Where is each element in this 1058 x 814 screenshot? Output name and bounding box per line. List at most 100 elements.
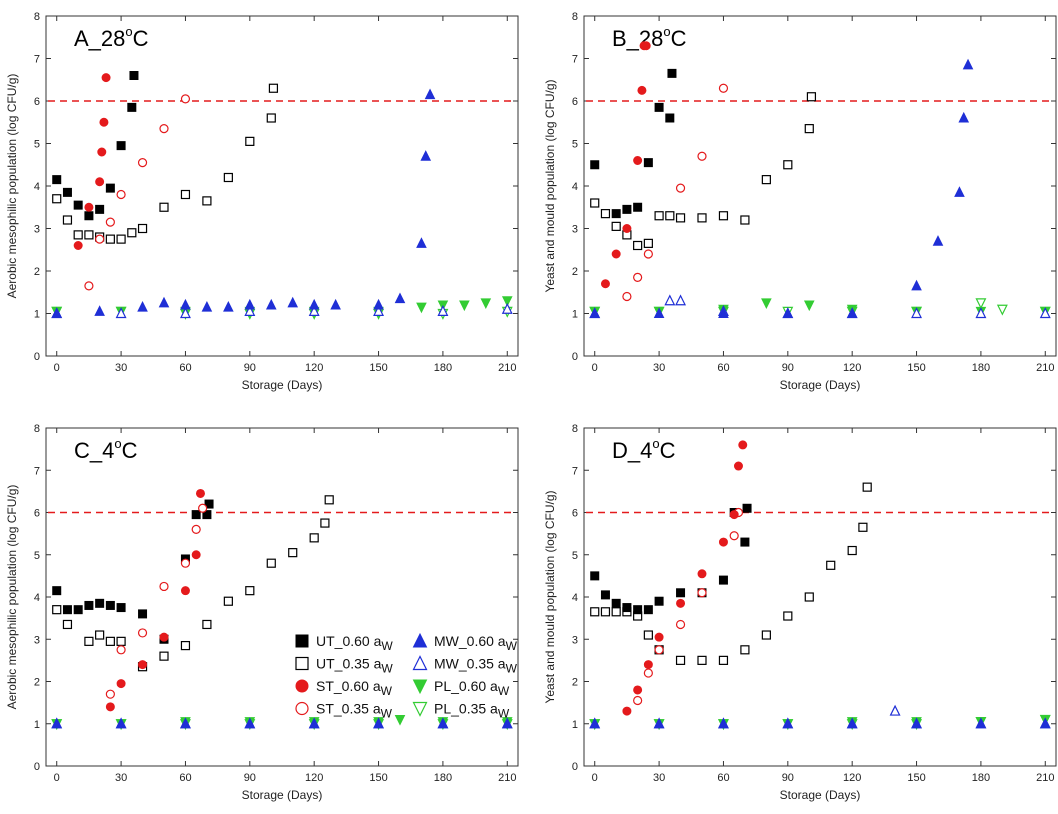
panel-a-series-mw-060 [52,90,434,318]
panel-a-point [106,184,114,192]
panel-b-point [665,296,674,305]
panel-a-point [98,148,106,156]
panel-b-point [644,239,652,247]
panel-c-point [267,559,275,567]
legend-item-mw-060: MW_0.60 aW [414,633,518,653]
panel-d-point [859,523,867,531]
panel-a-point [245,300,254,309]
legend-label: UT_0.60 aW [316,633,393,653]
legend-label-sub: W [506,639,518,653]
panel-c-point [160,633,168,641]
panel-b-point [634,157,642,165]
panel-c-point [192,551,200,559]
panel-b-point [642,42,650,50]
panel-d-point [784,612,792,620]
panel-a-point [202,302,211,311]
panel-c-point [63,606,71,614]
panel-d-point [655,597,663,605]
panel-b-point [612,222,620,230]
legend-marker [296,703,308,715]
panel-c-point [117,646,125,654]
panel-a-point [85,203,93,211]
legend-label: MW_0.35 aW [434,656,518,676]
panel-d-y-tick-label: 5 [572,550,578,562]
legend-item-st-060: ST_0.60 aW [296,678,393,698]
panel-c-point [396,716,405,725]
panel-a-point [53,176,61,184]
panel-c-point [325,496,333,504]
panel-d-x-tick-label: 0 [592,772,598,784]
panel-d-point [644,606,652,614]
panel-a-x-tick-label: 150 [369,362,387,374]
legend-marker [296,635,308,647]
legend-marker [414,703,427,716]
panel-c-x-tick-label: 90 [244,772,256,784]
panel-c-point [106,601,114,609]
panel-c-y-tick-label: 3 [34,634,40,646]
panel-b-point [623,205,631,213]
panel-b-y-tick-label: 1 [572,309,578,321]
panel-b-x-tick-label: 60 [717,362,729,374]
panel-d: 0 30 60 90 120 150 180 210012345678Storage (Day… [543,423,1056,802]
panel-c-point [289,549,297,557]
panel-b-y-tick-label: 4 [572,181,578,193]
panel-a-x-tick-label: 60 [179,362,191,374]
panel-b-series-ut-060 [591,69,676,217]
legend-label-main: UT_0.60 a [316,633,382,649]
panel-c-y-axis-title: Aerobic mesophilic population (log CFU/g… [5,485,19,710]
panel-a-point [246,137,254,145]
panel-a-point [53,195,61,203]
panel-b-point [591,199,599,207]
panel-c-point [63,620,71,628]
panel-a-point [181,300,190,309]
panel-d-point [741,538,749,546]
panel-d-x-tick-label: 60 [717,772,729,784]
panel-d-title-unit: C [660,438,676,463]
panel-d-y-tick-label: 0 [572,761,578,773]
panel-b-point [998,305,1007,314]
legend-label: MW_0.60 aW [434,633,518,653]
panel-a-x-tick-label: 120 [305,362,323,374]
panel-d-point [591,572,599,580]
panel-c-point [199,504,207,512]
panel-b-series-st-035 [623,84,728,300]
panel-a-point [96,178,104,186]
panel-c-x-tick-label: 0 [54,772,60,784]
panel-a-point [374,300,383,309]
panel-d-x-tick-label: 90 [782,772,794,784]
panel-c-point [96,599,104,607]
panel-c-point [139,610,147,618]
panel-a-point [74,242,82,250]
legend-label-main: UT_0.35 a [316,656,382,672]
panel-a-point [267,300,276,309]
panel-b-frame [584,16,1056,356]
legend-marker [414,680,427,693]
panel-a-point [74,231,82,239]
panel-c-title: C_4oC [74,436,138,463]
panel-c-y-tick-label: 8 [34,423,40,435]
panel-d-x-tick-label: 120 [843,772,861,784]
panel-d-series-ut-060 [591,504,751,613]
panel-b-series-mw-060 [590,60,972,318]
panel-a-point [224,174,232,182]
panel-c-x-tick-label: 150 [369,772,387,784]
legend-label-main: MW_0.60 a [434,633,506,649]
panel-b-point [912,281,921,290]
panel-a-x-tick-label: 30 [115,362,127,374]
panel-b-point [741,216,749,224]
panel-c-point [139,661,147,669]
panel-b-point [934,236,943,245]
panel-c-y-tick-label: 2 [34,677,40,689]
panel-d-y-tick-label: 7 [572,465,578,477]
panel-a-point [95,306,104,315]
panel-b-point [634,203,642,211]
panel-c: 0 30 60 90 120 150 180 210 0 1 2 3 4 5 6 7 8 Storage (Day… [5,423,518,802]
panel-b-y-tick-label: 6 [572,96,578,108]
panel-b-y-tick-label: 3 [572,224,578,236]
panel-d-title-degree: o [652,436,659,451]
panel-c-y-tick-label: 4 [34,592,40,604]
panel-b-point [805,125,813,133]
panel-c-point [224,597,232,605]
panel-d-point [848,547,856,555]
